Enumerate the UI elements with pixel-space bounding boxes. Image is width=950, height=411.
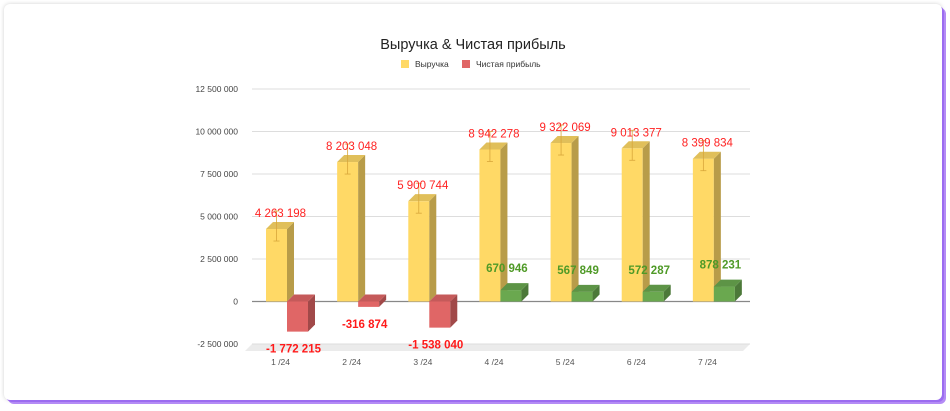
profit-bar-top: [642, 284, 671, 292]
revenue-bar: [337, 162, 359, 302]
y-tick-label: 2 500 000: [200, 254, 238, 264]
revenue-bar: [692, 158, 714, 302]
profit-bar: [642, 291, 664, 302]
x-tick-label: 2 /24: [342, 357, 361, 367]
revenue-bar-top: [408, 194, 437, 202]
y-tick-label: 0: [233, 297, 238, 307]
revenue-data-label: 8 399 834: [682, 138, 734, 150]
revenue-bar-side: [713, 151, 721, 302]
revenue-profit-chart: -2 500 000 0 2 500 000 5 000 000 7 500 000 10…: [195, 59, 750, 367]
legend-label-2: Чистая прибыль: [476, 59, 541, 69]
revenue-bar-top: [692, 151, 721, 159]
profit-bar-top: [358, 294, 387, 302]
revenue-bar-top: [337, 155, 366, 163]
profit-data-label: 567 849: [557, 265, 599, 277]
profit-data-label: 572 287: [628, 265, 670, 277]
legend-swatch-1: [401, 60, 409, 68]
revenue-bar-side: [500, 142, 508, 302]
legend-swatch-2: [462, 60, 470, 68]
revenue-bar-top: [621, 141, 650, 149]
y-tick-label: 7 500 000: [200, 169, 238, 179]
legend-label-1: Выручка: [415, 59, 449, 69]
revenue-bar-top: [479, 142, 508, 150]
profit-bar-side: [592, 284, 600, 302]
revenue-bar: [621, 148, 643, 302]
profit-bar-top: [571, 284, 600, 292]
x-tick-label: 6 /24: [627, 357, 646, 367]
profit-data-label: -316 874: [342, 319, 388, 331]
x-tick-label: 1 /24: [271, 357, 290, 367]
revenue-data-label: 9 322 069: [539, 122, 590, 134]
profit-bar: [287, 301, 308, 332]
profit-bar-top: [500, 283, 529, 291]
y-tick-label: -2 500 000: [197, 339, 238, 349]
profit-bar-top: [287, 294, 315, 302]
revenue-bar-side: [642, 141, 650, 302]
profit-data-label: 878 231: [700, 260, 742, 272]
profit-bar-side: [379, 294, 387, 307]
profit-bar-side: [308, 294, 315, 332]
chart-card: Выручка & Чистая прибыль -2 500 000 0 2 50…: [4, 4, 942, 400]
profit-bar: [571, 291, 593, 302]
revenue-bar-side: [429, 194, 437, 302]
revenue-bar-side: [571, 136, 579, 302]
x-tick-label: 4 /24: [485, 357, 504, 367]
revenue-data-label: 9 013 377: [611, 127, 662, 139]
profit-bar-side: [521, 283, 529, 302]
profit-bar-top: [713, 279, 742, 287]
x-tick-label: 7 /24: [698, 357, 717, 367]
revenue-data-label: 8 203 048: [326, 141, 377, 153]
profit-bar: [713, 286, 735, 302]
profit-data-label: -1 772 215: [266, 344, 322, 356]
revenue-bar: [408, 201, 430, 302]
revenue-bar: [266, 229, 287, 302]
revenue-bar-side: [287, 222, 294, 302]
y-tick-label: 5 000 000: [200, 212, 238, 222]
x-tick-label: 5 /24: [556, 357, 575, 367]
profit-bar-side: [450, 294, 458, 328]
revenue-bar-side: [358, 155, 366, 302]
y-tick-label: 12 500 000: [195, 84, 238, 94]
profit-data-label: -1 538 040: [408, 340, 463, 352]
chart-floor: [245, 344, 750, 351]
revenue-data-label: 5 900 744: [397, 180, 449, 192]
profit-bar-side: [663, 284, 671, 302]
profit-data-label: 670 946: [486, 263, 528, 275]
chart-title: Выручка & Чистая прибыль: [380, 37, 566, 53]
profit-bar: [500, 290, 522, 302]
x-tick-label: 3 /24: [413, 357, 432, 367]
profit-bar: [358, 301, 380, 307]
revenue-bar: [550, 143, 572, 302]
revenue-data-label: 4 263 198: [255, 208, 306, 220]
revenue-bar-top: [550, 136, 579, 144]
profit-bar: [429, 301, 451, 328]
profit-bar-top: [429, 294, 458, 302]
revenue-bar-top: [266, 222, 294, 230]
profit-bar-side: [734, 279, 742, 302]
revenue-bar: [479, 149, 501, 302]
y-tick-label: 10 000 000: [195, 127, 238, 137]
revenue-data-label: 8 942 278: [468, 128, 519, 140]
